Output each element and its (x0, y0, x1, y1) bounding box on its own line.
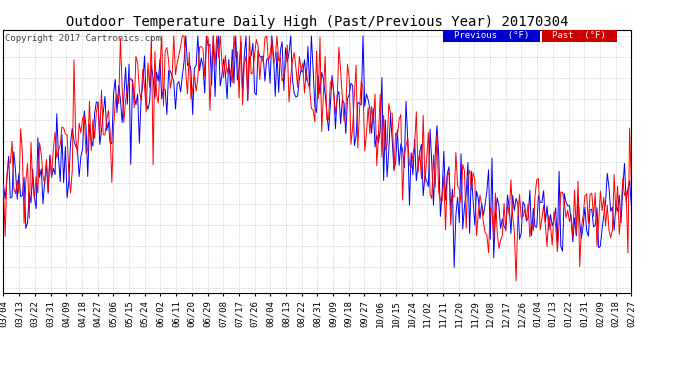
Text: Past  (°F): Past (°F) (553, 32, 606, 40)
Bar (443, 30, 540, 42)
Text: Previous  (°F): Previous (°F) (454, 32, 529, 40)
Title: Outdoor Temperature Daily High (Past/Previous Year) 20170304: Outdoor Temperature Daily High (Past/Pre… (66, 15, 569, 29)
Bar (542, 30, 617, 42)
Text: Copyright 2017 Cartronics.com: Copyright 2017 Cartronics.com (5, 34, 161, 43)
